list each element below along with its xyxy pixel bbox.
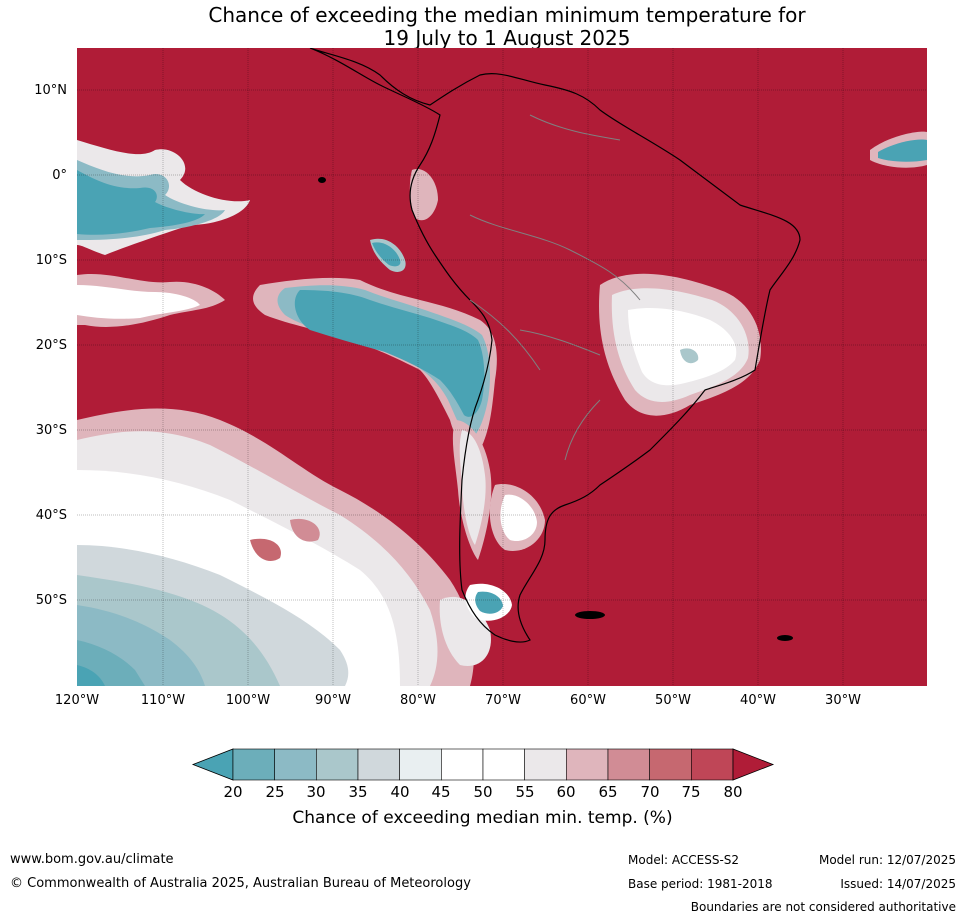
- colorbar-tick-75: 75: [681, 783, 701, 801]
- colorbar-swatch: [357, 748, 400, 781]
- footer-model: Model: ACCESS-S2: [628, 853, 740, 867]
- colorbar-tick-20: 20: [223, 783, 243, 801]
- lat-label-40s: 40°S: [35, 508, 67, 523]
- lat-label-0: 0°: [52, 168, 67, 183]
- southeast-brazil-anomaly: [599, 273, 761, 416]
- colorbar-tick-70: 70: [640, 783, 660, 801]
- lat-label-20s: 20°S: [35, 338, 67, 353]
- ecuador-anomaly: [409, 169, 438, 221]
- colorbar-swatch: [524, 748, 567, 781]
- lon-label-70w: 70°W: [485, 693, 521, 708]
- colorbar-swatch: [441, 748, 484, 781]
- map-title-line2: 19 July to 1 August 2025: [383, 26, 631, 50]
- lon-label-60w: 60°W: [570, 693, 606, 708]
- islands: [318, 177, 793, 641]
- footer-website: www.bom.gov.au/climate: [10, 852, 174, 867]
- colorbar-swatch: [274, 748, 317, 781]
- lat-label-10s: 10°S: [35, 253, 67, 268]
- southern-andes-anomaly: [452, 420, 545, 621]
- admin-borders: [469, 114, 641, 461]
- colorbar-tick-65: 65: [598, 783, 618, 801]
- colorbar-tick-25: 25: [265, 783, 285, 801]
- colorbar-swatch: [316, 748, 359, 781]
- colorbar-extend-low: [191, 748, 234, 781]
- colorbar-tick-60: 60: [556, 783, 576, 801]
- footer-disclaimer: Boundaries are not considered authoritat…: [690, 900, 956, 914]
- colorbar-swatch: [607, 748, 650, 781]
- colorbar-tick-35: 35: [348, 783, 368, 801]
- lon-label-40w: 40°W: [740, 693, 776, 708]
- colorbar-swatch: [232, 748, 275, 781]
- colorbar: [191, 748, 775, 781]
- colorbar-tick-50: 50: [473, 783, 493, 801]
- lat-label-10n: 10°N: [34, 83, 67, 98]
- footer-model-run: Model run: 12/07/2025: [818, 853, 956, 867]
- colorbar-swatch: [482, 748, 525, 781]
- tropical-pacific-band: [77, 238, 497, 453]
- lat-label-50s: 50°S: [35, 593, 67, 608]
- lon-label-100w: 100°W: [225, 693, 271, 708]
- map-field: [77, 48, 927, 686]
- colorbar-tick-40: 40: [390, 783, 410, 801]
- lon-label-110w: 110°W: [140, 693, 186, 708]
- colorbar-tick-30: 30: [306, 783, 326, 801]
- southeast-pacific-anomaly: [77, 408, 491, 686]
- lon-label-50w: 50°W: [655, 693, 691, 708]
- colorbar-title: Chance of exceeding median min. temp. (%…: [292, 808, 673, 828]
- footer-base-period: Base period: 1981-2018: [628, 877, 773, 891]
- colorbar-tick-80: 80: [723, 783, 743, 801]
- lon-label-90w: 90°W: [315, 693, 351, 708]
- colorbar-swatch: [691, 748, 734, 781]
- map-title: Chance of exceeding the median minimum t…: [77, 4, 937, 50]
- footer-issued: Issued: 14/07/2025: [840, 877, 956, 891]
- lon-label-120w: 120°W: [54, 693, 100, 708]
- equatorial-pacific-anomaly: [77, 140, 250, 255]
- lon-label-80w: 80°W: [400, 693, 436, 708]
- colorbar-tick-45: 45: [431, 783, 451, 801]
- lat-label-30s: 30°S: [35, 423, 67, 438]
- colorbar-tick-55: 55: [515, 783, 535, 801]
- colorbar-swatch: [649, 748, 692, 781]
- coastlines: [309, 48, 801, 643]
- lon-label-30w: 30°W: [825, 693, 861, 708]
- map-title-line1: Chance of exceeding the median minimum t…: [208, 3, 806, 27]
- footer-copyright: © Commonwealth of Australia 2025, Austra…: [10, 876, 471, 891]
- map-grid: [77, 48, 927, 686]
- colorbar-extend-high: [732, 748, 775, 781]
- colorbar-swatch: [399, 748, 442, 781]
- colorbar-swatch: [566, 748, 609, 781]
